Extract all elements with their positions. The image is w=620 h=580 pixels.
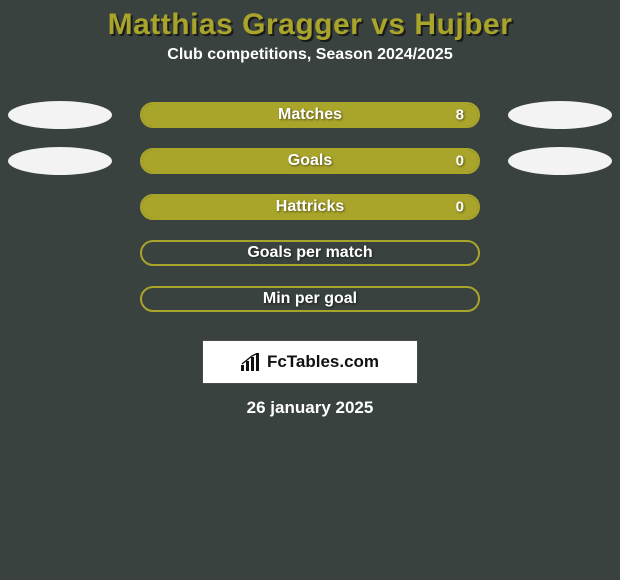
stat-row: Goals 0 [0, 138, 620, 184]
stat-label: Matches [278, 106, 342, 124]
stat-row: Matches 8 [0, 92, 620, 138]
right-ellipse [508, 147, 612, 175]
comparison-title: Matthias Gragger vs Hujber [0, 0, 620, 42]
stat-row: Min per goal [0, 276, 620, 322]
stat-bar: Min per goal [140, 286, 480, 312]
comparison-subtitle: Club competitions, Season 2024/2025 [0, 46, 620, 64]
stat-row: Hattricks 0 [0, 184, 620, 230]
stat-row: Goals per match [0, 230, 620, 276]
stat-value-right: 8 [456, 107, 464, 124]
logo-box: FcTables.com [202, 340, 418, 384]
stat-value-right: 0 [456, 153, 464, 170]
left-ellipse [8, 147, 112, 175]
stat-label: Hattricks [276, 198, 344, 216]
stat-label: Min per goal [263, 290, 357, 308]
logo-text: FcTables.com [267, 352, 379, 372]
snapshot-date: 26 january 2025 [0, 398, 620, 418]
stat-label: Goals [288, 152, 332, 170]
stat-bar: Hattricks 0 [140, 194, 480, 220]
chart-icon [241, 353, 263, 371]
stat-bar: Matches 8 [140, 102, 480, 128]
right-ellipse [508, 101, 612, 129]
stat-bar: Goals 0 [140, 148, 480, 174]
stat-label: Goals per match [247, 244, 372, 262]
logo: FcTables.com [241, 352, 379, 372]
stat-rows: Matches 8 Goals 0 Hattricks 0 Goals per match M… [0, 92, 620, 322]
left-ellipse [8, 101, 112, 129]
stat-bar: Goals per match [140, 240, 480, 266]
stat-value-right: 0 [456, 199, 464, 216]
